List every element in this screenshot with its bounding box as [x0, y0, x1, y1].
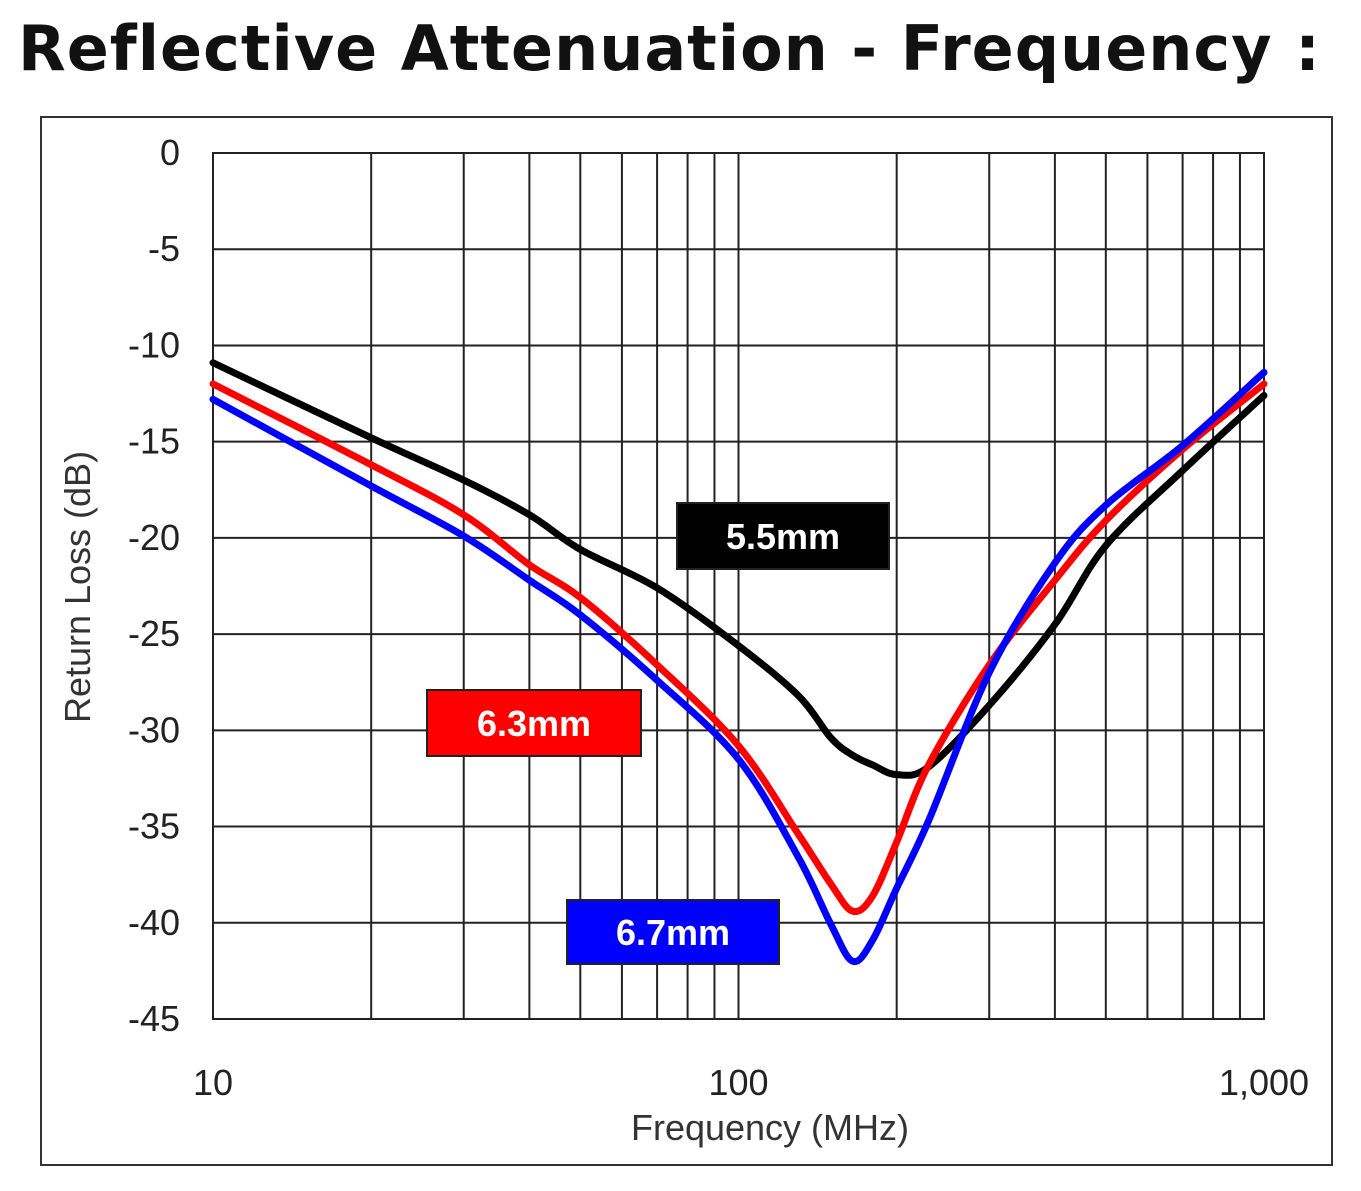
series-label: 5.5mm: [726, 516, 840, 557]
chart-title: Reflective Attenuation - Frequency :: [18, 12, 1321, 85]
grid: [212, 152, 1265, 1020]
y-tick-label: -20: [128, 517, 180, 558]
series-label: 6.7mm: [616, 912, 730, 953]
series-label-box: [676, 502, 890, 570]
x-tick-label: 10: [193, 1062, 233, 1103]
series-label: 6.3mm: [477, 703, 591, 744]
y-tick-label: -25: [128, 613, 180, 654]
curves: [209, 359, 1268, 966]
series-label-box: [426, 689, 642, 757]
y-axis-label: Return Loss (dB): [57, 451, 98, 723]
y-tick-label: -35: [128, 806, 180, 847]
x-axis-label: Frequency (MHz): [631, 1107, 909, 1148]
series-line-6.3mm: [209, 380, 1268, 916]
y-tick-label: -40: [128, 902, 180, 943]
x-tick-label: 100: [708, 1062, 768, 1103]
series-labels: 5.5mm 6.3mm 6.7mm: [426, 502, 890, 965]
tick-labels: 0 -5 -10 -15 -20 -25 -30 -35 -40 -45 10 100 1,000: [128, 132, 1309, 1103]
y-tick-label: 0: [160, 132, 180, 173]
chart-frame: [40, 116, 1333, 1166]
y-tick-label: -15: [128, 421, 180, 462]
y-tick-label: -30: [128, 709, 180, 750]
series-line-6.7mm: [209, 368, 1268, 966]
series-label-box: [566, 899, 780, 965]
y-tick-label: -45: [128, 998, 180, 1039]
y-tick-label: -5: [148, 228, 180, 269]
x-tick-label: 1,000: [1219, 1062, 1309, 1103]
series-line-5.5mm: [209, 359, 1268, 779]
y-tick-label: -10: [128, 324, 180, 365]
